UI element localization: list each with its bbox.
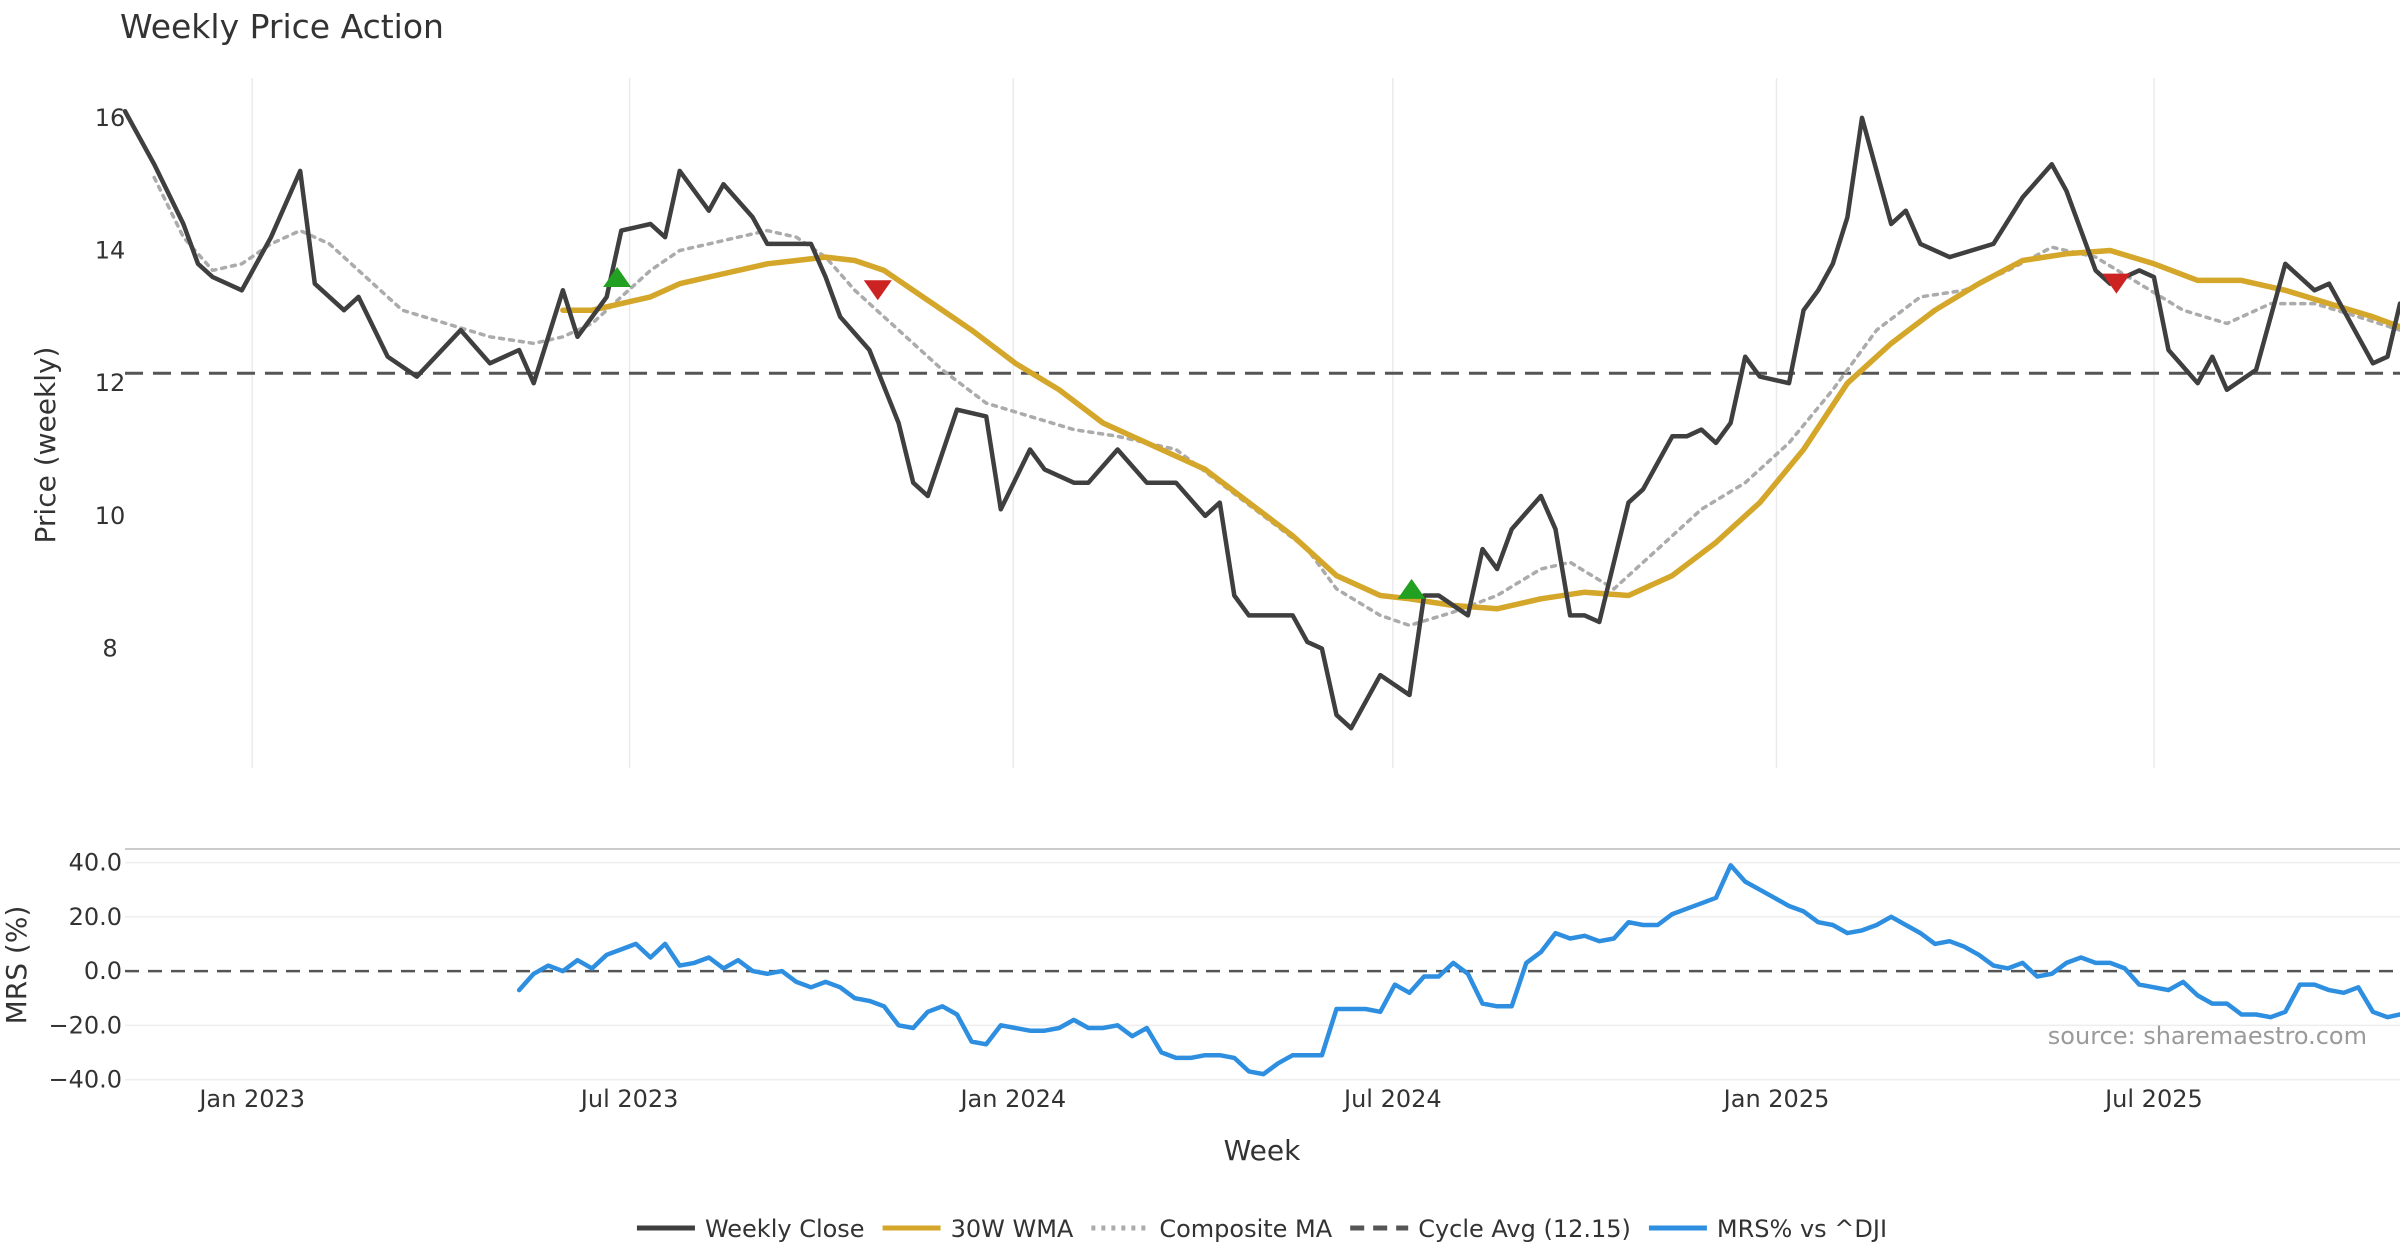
- mrs-panel: 40.0 20.0 0.0 −20.0 −40.0 MRS (%) source: sh…: [0, 848, 2400, 1094]
- mrs-y-ticks: 40.0 20.0 0.0 −20.0 −40.0: [48, 849, 122, 1094]
- mrs-y-tick-label: −20.0: [48, 1011, 122, 1039]
- mrs-y-tick-label: 40.0: [69, 849, 122, 877]
- legend-item: MRS% vs ^DJI: [1648, 1215, 1887, 1243]
- mrs-line: [516, 863, 2400, 1077]
- legend-label: Weekly Close: [705, 1215, 865, 1243]
- source-label: source: sharemaestro.com: [2048, 1022, 2367, 1050]
- x-tick-label: Jul 2024: [1342, 1085, 1442, 1113]
- price-y-tick-label: 16: [95, 104, 126, 132]
- buy-signal-marker: [1397, 578, 1426, 599]
- legend-item: Composite MA: [1091, 1215, 1333, 1243]
- wma-30w-line: [560, 247, 2400, 612]
- price-gridlines: [251, 78, 2155, 768]
- buy-signal-marker: [603, 267, 632, 288]
- price-panel: 8 10 12 14 16 Price (weekly): [29, 78, 2400, 768]
- legend-item: Cycle Avg (12.15): [1350, 1215, 1631, 1243]
- price-series-group: [122, 108, 2400, 731]
- legend-label: Cycle Avg (12.15): [1418, 1215, 1631, 1243]
- weekly-close-line: [122, 108, 2400, 731]
- mrs-y-tick-label: 0.0: [84, 957, 122, 985]
- legend-item: Weekly Close: [636, 1215, 865, 1243]
- price-y-tick-label: 10: [95, 502, 126, 530]
- x-tick-label: Jan 2025: [1722, 1085, 1830, 1113]
- sell-signal-marker: [863, 280, 892, 301]
- mrs-y-tick-label: −40.0: [48, 1066, 122, 1094]
- chart-title: Weekly Price Action: [120, 7, 444, 46]
- signal-markers: [603, 267, 2131, 599]
- price-y-axis-label: Price (weekly): [29, 347, 62, 544]
- legend-label: MRS% vs ^DJI: [1717, 1215, 1887, 1243]
- mrs-y-axis-label: MRS (%): [0, 906, 33, 1025]
- x-tick-label: Jan 2023: [197, 1085, 305, 1113]
- x-tick-label: Jan 2024: [958, 1085, 1066, 1113]
- mrs-gridlines: [125, 861, 2400, 1081]
- x-tick-label: Jul 2023: [579, 1085, 679, 1113]
- legend-label: Composite MA: [1159, 1215, 1332, 1243]
- legend-label: 30W WMA: [951, 1215, 1074, 1243]
- price-y-tick-label: 8: [102, 635, 117, 663]
- legend: Weekly Close 30W WMA Composite MA Cycle Avg…: [636, 1215, 1887, 1243]
- price-y-tick-label: 14: [95, 237, 126, 265]
- mrs-y-tick-label: 20.0: [69, 903, 122, 931]
- mrs-series-group: [516, 863, 2400, 1077]
- price-y-tick-label: 12: [95, 369, 126, 397]
- legend-item: 30W WMA: [882, 1215, 1074, 1243]
- x-tick-label: Jul 2025: [2103, 1085, 2203, 1113]
- composite-ma-line: [152, 175, 2400, 628]
- sell-signal-marker: [2102, 273, 2131, 294]
- x-axis-label: Week: [1224, 1134, 1301, 1167]
- price-y-ticks: 8 10 12 14 16: [95, 104, 126, 663]
- x-axis-ticks: Jan 2023 Jul 2023 Jan 2024 Jul 2024 Jan 2025…: [197, 1085, 2202, 1113]
